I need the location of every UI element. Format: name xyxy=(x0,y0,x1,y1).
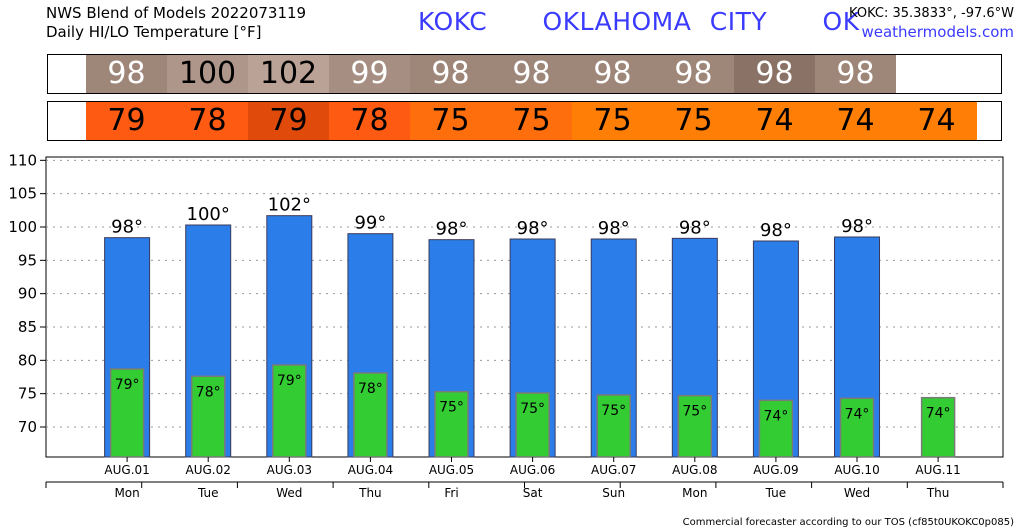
low-temp-bar xyxy=(353,372,388,458)
station-coords: KOKC: 35.3833°, -97.6°W xyxy=(849,6,1014,21)
high-temp-label: 98° xyxy=(111,217,143,238)
low-temp-bar xyxy=(434,390,469,458)
x-tick-label: AUG.06 xyxy=(510,463,555,477)
header-right: KOKC: 35.3833°, -97.6°W weathermodels.co… xyxy=(849,4,1014,42)
low-temp-bar xyxy=(596,394,631,458)
temperature-chart: 70 75 80 85 90 95 100 105 110 98° 79° 100° 78° 102° 79… xyxy=(8,151,1004,500)
site-link[interactable]: weathermodels.com xyxy=(861,23,1014,41)
low-temp-cell: 74 xyxy=(896,102,977,140)
weekday-label: Wed xyxy=(844,486,870,500)
low-temp-bar xyxy=(677,394,713,458)
model-title: NWS Blend of Models 2022073119 xyxy=(46,4,307,22)
y-tick-label: 85 xyxy=(18,318,37,336)
y-tick-label: 110 xyxy=(8,151,37,169)
low-temp-cell: 75 xyxy=(410,102,491,140)
high-temp-label: 100° xyxy=(187,204,230,225)
x-tick-label: AUG.08 xyxy=(672,463,717,477)
high-temp-cell: 98 xyxy=(734,55,815,93)
low-temp-cell: 74 xyxy=(734,102,815,140)
low-temp-cell: 74 xyxy=(815,102,896,140)
chart-subtitle: Daily HI/LO Temperature [°F] xyxy=(46,23,262,41)
low-temp-label: 78° xyxy=(196,384,221,400)
high-temp-cell: 98 xyxy=(491,55,572,93)
low-temp-strip: 79 78 79 78 75 75 75 75 74 74 74 xyxy=(47,101,1002,141)
y-tick-label: 95 xyxy=(18,251,37,269)
low-temp-bar xyxy=(839,397,875,458)
weekday-label: Fri xyxy=(444,486,458,500)
footer-note: Commercial forecaster according to our T… xyxy=(682,517,1014,528)
high-temp-cell: 98 xyxy=(653,55,734,93)
x-tick-label: AUG.02 xyxy=(186,463,231,477)
weekday-label: Tue xyxy=(197,486,219,500)
high-temp-label: 102° xyxy=(268,195,311,216)
y-tick-label: 75 xyxy=(18,385,37,403)
low-temp-label: 74° xyxy=(764,408,789,424)
header-left: NWS Blend of Models 2022073119 Daily HI/… xyxy=(46,4,306,42)
high-temp-cell: 98 xyxy=(410,55,491,93)
high-temp-cell: 98 xyxy=(572,55,653,93)
weekday-label: Mon xyxy=(682,486,707,500)
station-title: KOKC OKLAHOMA CITY OK xyxy=(418,7,860,36)
y-tick-label: 100 xyxy=(8,218,37,236)
low-temp-bar xyxy=(272,364,307,458)
x-tick-label: AUG.09 xyxy=(753,463,798,477)
weekday-label: Mon xyxy=(114,486,139,500)
high-temp-strip: 98 100 102 99 98 98 98 98 98 98 xyxy=(47,54,1002,94)
low-temp-label: 75° xyxy=(439,400,464,416)
x-tick-label: AUG.01 xyxy=(104,463,149,477)
x-tick-label: AUG.05 xyxy=(429,463,474,477)
y-tick-label: 80 xyxy=(18,351,37,369)
x-tick-label: AUG.07 xyxy=(591,463,636,477)
weekday-label: Sat xyxy=(523,486,543,500)
x-tick-label: AUG.04 xyxy=(348,463,393,477)
weekday-label: Thu xyxy=(926,486,950,500)
high-temp-cell: 98 xyxy=(86,55,167,93)
high-temp-label: 98° xyxy=(436,219,468,240)
x-tick-label: AUG.10 xyxy=(834,463,879,477)
weekday-label: Sun xyxy=(602,486,625,500)
high-temp-cell: 100 xyxy=(167,55,248,93)
low-temp-cell: 79 xyxy=(248,102,329,140)
high-temp-label: 98° xyxy=(598,218,630,239)
low-temp-cell: 75 xyxy=(653,102,734,140)
y-tick-label: 90 xyxy=(18,285,37,303)
high-temp-label: 99° xyxy=(354,213,386,234)
low-temp-cell: 78 xyxy=(167,102,248,140)
y-tick-label: 70 xyxy=(18,418,37,436)
x-tick-label: AUG.11 xyxy=(915,463,960,477)
low-temp-bar xyxy=(515,392,550,458)
low-temp-cell: 79 xyxy=(86,102,167,140)
low-temp-label: 75° xyxy=(682,404,707,420)
low-temp-cell: 75 xyxy=(572,102,653,140)
low-temp-label: 74° xyxy=(845,406,870,422)
low-temp-bar xyxy=(758,399,794,458)
high-temp-cell: 99 xyxy=(329,55,410,93)
low-temp-cell: 78 xyxy=(329,102,410,140)
weekday-label: Wed xyxy=(276,486,302,500)
low-temp-cell: 75 xyxy=(491,102,572,140)
weekday-label: Thu xyxy=(358,486,382,500)
weekday-label: Tue xyxy=(765,486,787,500)
low-temp-label: 75° xyxy=(601,403,626,419)
high-temp-label: 98° xyxy=(517,218,549,239)
y-tick-label: 105 xyxy=(8,185,37,203)
high-temp-label: 98° xyxy=(760,220,792,241)
x-tick-label: AUG.03 xyxy=(267,463,312,477)
low-temp-bar xyxy=(920,396,956,458)
high-temp-label: 98° xyxy=(841,216,873,237)
high-temp-cell: 102 xyxy=(248,55,329,93)
low-temp-label: 74° xyxy=(926,406,951,422)
low-temp-label: 79° xyxy=(115,377,140,393)
low-temp-label: 78° xyxy=(358,381,383,397)
high-temp-cell: 98 xyxy=(815,55,896,93)
low-temp-label: 79° xyxy=(277,373,302,389)
high-temp-label: 98° xyxy=(679,217,711,238)
low-temp-label: 75° xyxy=(520,401,545,417)
